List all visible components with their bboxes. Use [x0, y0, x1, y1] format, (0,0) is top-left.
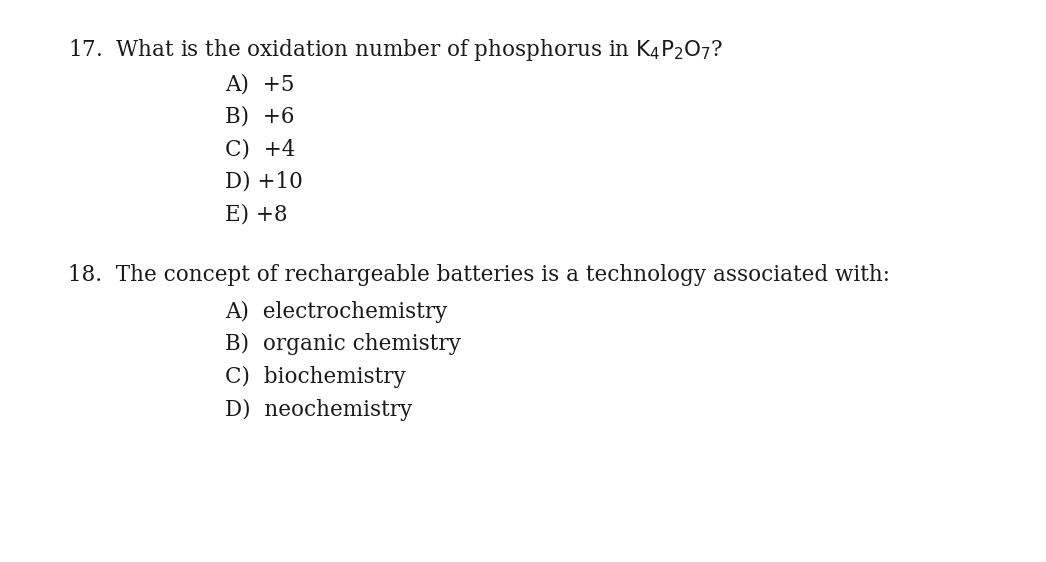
Text: B)  organic chemistry: B) organic chemistry	[225, 333, 461, 355]
Text: D) +10: D) +10	[225, 171, 302, 193]
Text: A)  +5: A) +5	[225, 73, 294, 95]
Text: B)  +6: B) +6	[225, 106, 294, 128]
Text: D)  neochemistry: D) neochemistry	[225, 398, 412, 420]
Text: 18.  The concept of rechargeable batteries is a technology associated with:: 18. The concept of rechargeable batterie…	[68, 264, 890, 286]
Text: C)  biochemistry: C) biochemistry	[225, 366, 406, 388]
Text: 17.  What is the oxidation number of phosphorus in $\mathrm{K_4P_2O_7}$?: 17. What is the oxidation number of phos…	[68, 37, 723, 62]
Text: E) +8: E) +8	[225, 203, 288, 225]
Text: C)  +4: C) +4	[225, 138, 295, 160]
Text: A)  electrochemistry: A) electrochemistry	[225, 301, 448, 323]
